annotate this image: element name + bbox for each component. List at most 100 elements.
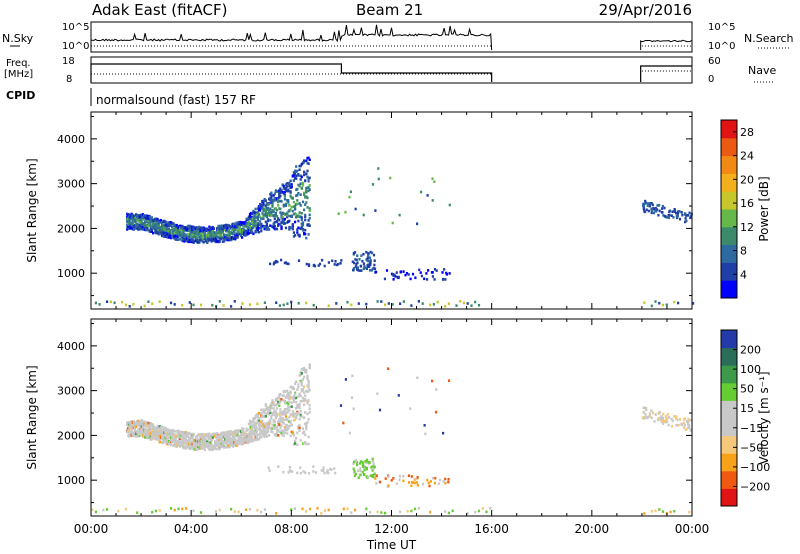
echo-cell [294,418,297,422]
echo-cell [246,232,249,236]
echo-cell [184,226,187,230]
echo-cell [644,199,647,203]
echo-cell [384,303,387,307]
echo-cell [152,231,155,235]
echo-cell [174,436,177,440]
echo-cell [277,400,280,404]
echo-cell [195,448,199,451]
echo-cell [675,424,678,427]
echo-cell [260,227,263,230]
echo-cell [274,416,277,420]
echo-cell [418,268,421,272]
velocity-colorbar-label: 100 [740,363,761,376]
echo-cell [308,365,311,368]
echo-cell [135,432,138,435]
echo-cell [149,227,152,230]
echo-cell [141,422,144,425]
echo-cell [266,226,270,229]
echo-cell [234,237,237,240]
echo-cell [185,435,188,438]
echo-cell [131,213,134,217]
echo-cell [263,427,266,431]
echo-cell [165,434,168,438]
echo-cell [202,433,205,437]
echo-cell [242,224,245,227]
echo-cell [429,510,432,514]
echo-cell [188,301,191,304]
echo-cell [646,415,649,419]
echo-cell [221,431,224,435]
echo-cell [686,214,689,217]
echo-cell [183,226,186,229]
nsearch-tick-top: 10^5 [708,22,735,33]
echo-cell [129,221,132,224]
echo-cell [212,237,215,241]
echo-cell [432,303,435,306]
echo-cell [292,387,295,390]
echo-cell [209,441,212,444]
echo-cell [296,388,299,391]
echo-cell [360,269,363,272]
echo-cell [399,510,402,514]
echo-cell [280,200,283,203]
echo-cell [359,264,363,268]
echo-cell [356,266,359,269]
echo-cell [685,420,689,423]
echo-cell [307,381,310,384]
echo-cell [166,429,169,433]
echo-cell [184,441,187,445]
echo-cell [398,213,401,217]
echo-cell [295,380,298,383]
echo-cell [305,427,308,431]
echo-cell [359,460,362,463]
echo-cell [308,158,311,162]
echo-cell [163,235,166,238]
echo-cell [255,435,258,438]
echo-cell [271,401,274,404]
echo-cell [158,438,161,442]
echo-cell [144,428,147,431]
echo-cell [301,223,305,227]
echo-cell [177,507,180,511]
echo-cell [169,507,173,510]
echo-cell [304,215,307,219]
echo-cell [644,416,647,419]
echo-cell [259,423,262,426]
echo-cell [352,460,356,464]
echo-cell [289,190,292,193]
echo-cell [207,433,210,436]
echo-cell [255,230,258,233]
echo-cell [186,433,190,437]
echo-cell [130,428,133,432]
echo-cell [141,431,144,435]
echo-cell [163,431,166,434]
echo-cell [270,196,273,200]
echo-cell [436,300,439,304]
echo-cell [379,480,382,484]
echo-cell [261,205,264,208]
echo-cell [671,419,674,423]
echo-cell [183,237,186,241]
echo-cell [272,194,275,197]
echo-cell [247,422,250,426]
echo-cell [191,435,194,439]
echo-cell [283,217,286,221]
echo-cell [371,457,374,461]
echo-cell [150,228,153,231]
echo-cell [202,440,205,443]
echo-cell [283,222,286,225]
echo-cell [131,426,134,430]
echo-cell [305,368,308,372]
echo-cell [246,441,249,444]
echo-cell [133,218,137,222]
echo-cell [278,304,281,307]
echo-cell [277,198,280,201]
echo-cell [374,477,377,480]
echo-cell [303,385,306,389]
echo-cell [462,301,466,305]
echo-cell [444,510,447,513]
echo-cell [217,441,220,444]
echo-cell [253,216,256,220]
power-colorbar-label: 20 [740,173,754,186]
